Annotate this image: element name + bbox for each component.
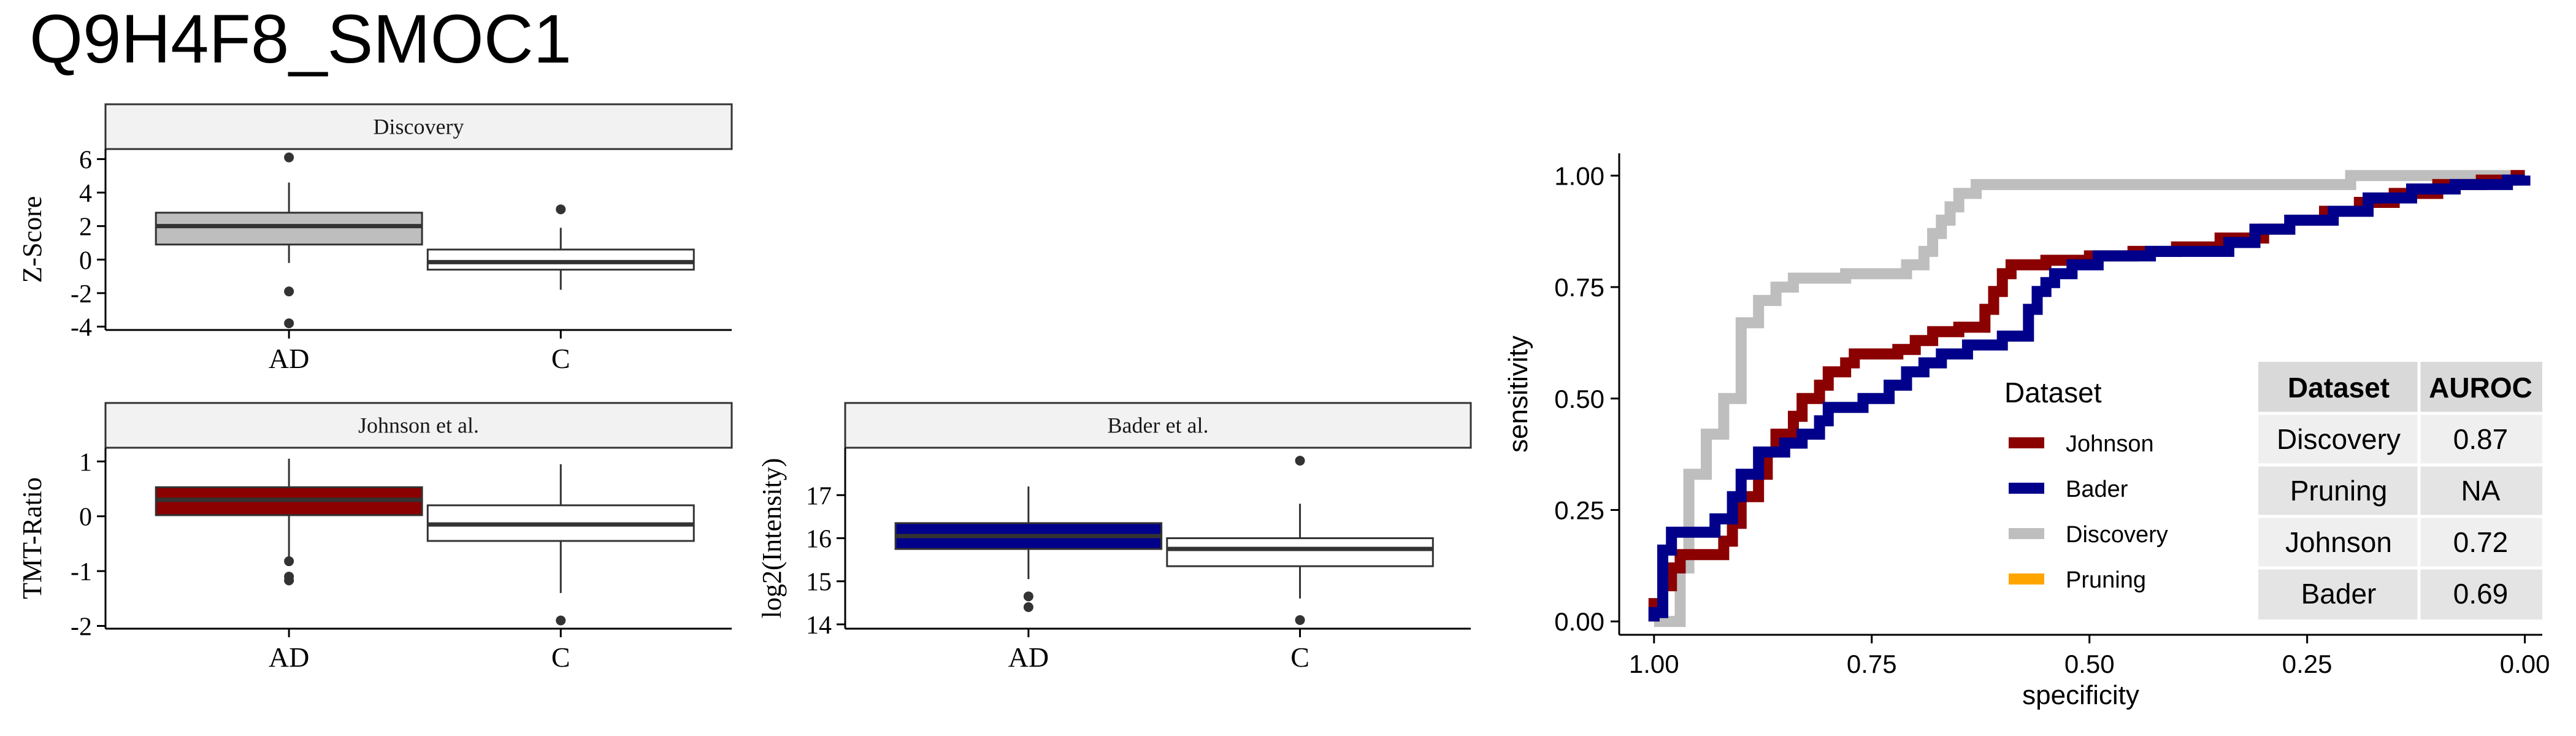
y-tick-label: 0.25 bbox=[1554, 496, 1604, 524]
y-tick-label: 0 bbox=[79, 504, 92, 532]
y-tick-label: -2 bbox=[71, 280, 92, 309]
table-cell: Pruning bbox=[2290, 475, 2388, 507]
table-row bbox=[2258, 568, 2542, 619]
outlier-point bbox=[284, 556, 294, 567]
legend-title: Dataset bbox=[2004, 377, 2102, 408]
y-axis-label: sensitivity bbox=[1503, 335, 1533, 453]
y-axis-label: Z-Score bbox=[17, 196, 47, 283]
box-iqr bbox=[155, 212, 423, 246]
table-cell: Bader bbox=[2301, 578, 2377, 610]
y-tick-label: 16 bbox=[806, 526, 832, 554]
x-tick-label: AD bbox=[1008, 642, 1049, 673]
x-tick-label: 1.00 bbox=[1629, 650, 1679, 678]
table-cell: 0.72 bbox=[2453, 526, 2509, 558]
y-tick-label: 6 bbox=[79, 146, 92, 174]
table-cell: 0.87 bbox=[2453, 423, 2509, 455]
page-title: Q9H4F8_SMOC1 bbox=[29, 1, 572, 77]
y-axis-label: log2(Intensity) bbox=[757, 458, 787, 619]
outlier-point bbox=[284, 286, 294, 297]
x-tick-label: C bbox=[1290, 642, 1309, 673]
x-axis-label: specificity bbox=[2022, 680, 2139, 710]
y-tick-label: -2 bbox=[71, 613, 92, 642]
roc-line-discovery bbox=[1654, 170, 2525, 627]
x-tick-label: AD bbox=[269, 642, 309, 673]
outlier-point bbox=[284, 318, 294, 329]
y-tick-label: 14 bbox=[806, 611, 832, 640]
x-tick-label: 0.25 bbox=[2282, 650, 2333, 678]
table-row bbox=[2258, 413, 2542, 465]
x-tick-label: 0.00 bbox=[2500, 650, 2550, 678]
table-header-cell: AUROC bbox=[2429, 372, 2532, 404]
x-tick-label: C bbox=[551, 343, 570, 374]
legend: Dataset Johnson Bader Discovery Pruning bbox=[2004, 377, 2168, 593]
y-tick-label: -4 bbox=[71, 314, 92, 342]
outlier-point bbox=[556, 615, 566, 626]
table-header-cell: Dataset bbox=[2288, 372, 2390, 404]
y-tick-label: 0.00 bbox=[1554, 607, 1604, 636]
x-tick-label: AD bbox=[269, 343, 309, 374]
y-tick-label: 1 bbox=[79, 448, 92, 477]
table-row bbox=[2258, 465, 2542, 516]
table-row bbox=[2258, 516, 2542, 568]
y-axis-label: TMT-Ratio bbox=[17, 477, 47, 599]
y-tick-label: 0.75 bbox=[1554, 273, 1604, 302]
facet-label: Discovery bbox=[374, 115, 464, 139]
boxplot-panel-discovery: Discovery -4 -2 0 2 4 6 Z-Score AD C bbox=[17, 103, 733, 374]
y-tick-label: 15 bbox=[806, 569, 832, 597]
table-cell: 0.69 bbox=[2453, 578, 2509, 610]
auroc-table: Dataset AUROC Discovery 0.87 Pruning NA Johnso… bbox=[2258, 362, 2542, 619]
legend-label: Bader bbox=[2066, 477, 2128, 502]
x-tick-label: C bbox=[551, 642, 570, 673]
facet-strip bbox=[104, 402, 733, 449]
outlier-point bbox=[556, 204, 566, 215]
y-tick-label: 2 bbox=[79, 213, 92, 242]
outlier-point bbox=[1023, 591, 1033, 602]
legend-label: Discovery bbox=[2066, 522, 2168, 548]
facet-label: Bader et al. bbox=[1108, 413, 1209, 438]
outlier-point bbox=[284, 152, 294, 163]
x-tick-label: 0.50 bbox=[2064, 650, 2115, 678]
roc-line-bader bbox=[1648, 174, 2531, 622]
table-header-row bbox=[2258, 362, 2542, 413]
outlier-point bbox=[284, 575, 294, 586]
y-tick-label: 17 bbox=[806, 482, 832, 510]
boxplot-panel-bader: Bader et al. 14 15 16 17 log2(Intensity) AD C bbox=[757, 402, 1472, 673]
table-cell: Discovery bbox=[2277, 423, 2401, 455]
y-tick-label: -1 bbox=[71, 558, 92, 586]
legend-label: Johnson bbox=[2066, 431, 2154, 457]
outlier-point bbox=[1023, 602, 1033, 612]
box-iqr bbox=[1166, 537, 1434, 567]
outlier-point bbox=[1295, 456, 1305, 466]
y-tick-label: 4 bbox=[79, 180, 92, 208]
x-tick-label: 0.75 bbox=[1847, 650, 1897, 678]
facet-label: Johnson et al. bbox=[358, 413, 479, 438]
box-iqr bbox=[426, 248, 695, 271]
facet-strip bbox=[844, 402, 1472, 449]
table-cell: Johnson bbox=[2285, 526, 2392, 558]
y-tick-label: 0.50 bbox=[1554, 385, 1604, 413]
y-tick-label: 1.00 bbox=[1554, 161, 1604, 190]
roc-panel: 0.00 0.25 0.50 0.75 1.00 1.00 0.75 0.50 0.25 0.00… bbox=[1503, 153, 2550, 710]
facet-strip bbox=[104, 103, 733, 150]
boxplot-panel-johnson: Johnson et al. -2 -1 0 1 TMT-Ratio AD C bbox=[17, 402, 733, 673]
legend-label: Pruning bbox=[2066, 567, 2146, 593]
y-tick-label: 0 bbox=[79, 247, 92, 275]
table-cell: NA bbox=[2461, 475, 2501, 507]
outlier-point bbox=[1295, 615, 1305, 625]
